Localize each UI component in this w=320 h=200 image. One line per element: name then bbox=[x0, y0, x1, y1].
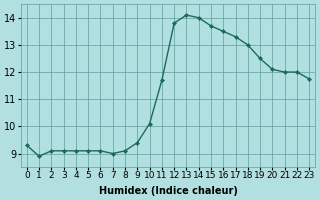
X-axis label: Humidex (Indice chaleur): Humidex (Indice chaleur) bbox=[99, 186, 237, 196]
